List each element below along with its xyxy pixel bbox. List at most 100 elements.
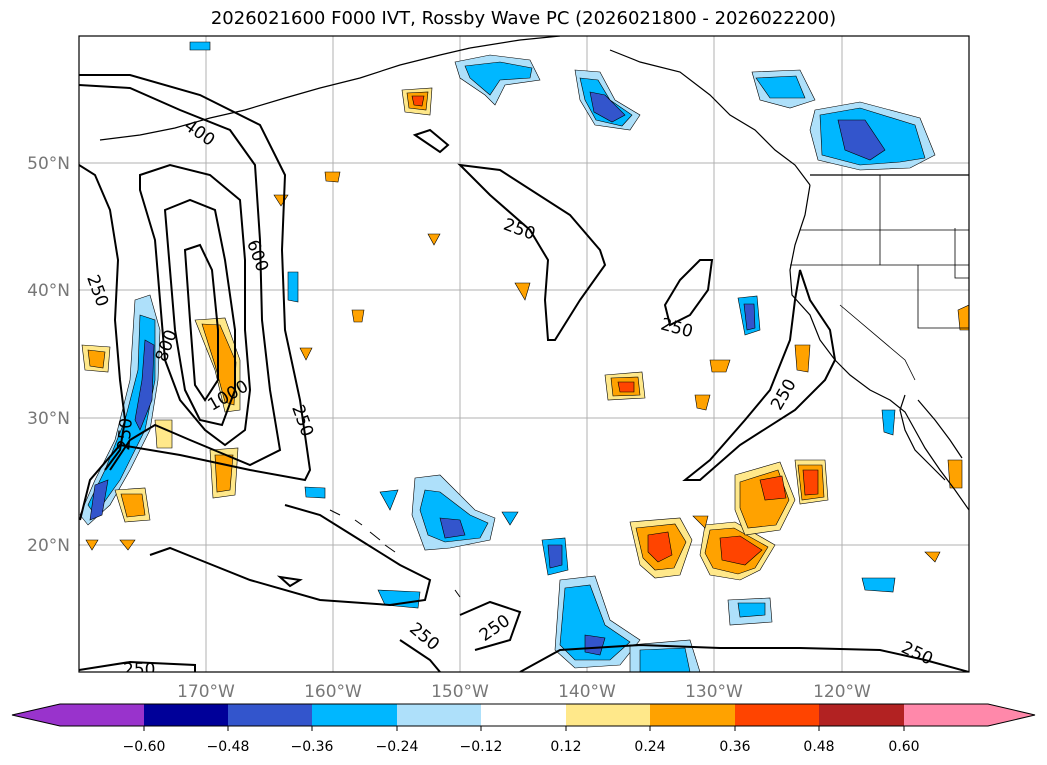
alaska-coast — [469, 36, 811, 186]
colorbar-tick-label: −0.12 — [460, 739, 503, 755]
colorbar-ticks — [143, 726, 905, 731]
neg-patch-e8 — [287, 271, 299, 303]
contour-250-sw — [149, 504, 432, 607]
colorbar-extend-max — [988, 704, 1035, 726]
latitude-labels: 50°N 40°N 30°N 20°N — [27, 154, 70, 556]
pos-patch-mid-1c — [617, 381, 635, 393]
neg-patch-e11 — [881, 409, 896, 436]
colorbar-tick-label: 0.12 — [550, 739, 581, 755]
baja-peninsula — [899, 394, 946, 481]
pos-patch-small-13 — [85, 539, 99, 551]
map-title: 2026021600 F000 IVT, Rossby Wave PC (202… — [210, 8, 837, 29]
colorbar-segment-6 — [566, 704, 650, 726]
neg-patch-bc-deep — [837, 119, 886, 161]
pos-patch-small-4 — [427, 233, 441, 246]
colorbar-tick-label: −0.24 — [376, 739, 419, 755]
pos-patch-west-cb — [214, 454, 234, 493]
contour-800 — [163, 198, 236, 427]
pos-patch-small-10 — [957, 304, 969, 331]
north-america-coast — [789, 184, 969, 511]
colorbar-segment-5 — [481, 704, 566, 726]
colorbar-segment-1 — [144, 704, 228, 726]
lon-label-120w: 120°W — [813, 682, 871, 702]
neg-patch-e2deep — [547, 544, 563, 569]
lon-label-140w: 140°W — [558, 682, 616, 702]
pos-patch-west-ab — [120, 493, 146, 518]
neg-patch-west-deep2 — [89, 479, 109, 521]
colorbar-segment-3 — [312, 704, 397, 726]
pos-patch-west-e — [154, 419, 173, 449]
pos-patch-se-1c — [647, 531, 673, 563]
pos-patch-small-7 — [794, 344, 811, 373]
colorbar-tick-label: 0.36 — [719, 739, 750, 755]
contours — [79, 74, 969, 672]
neg-patch-e7 — [377, 589, 421, 609]
neg-patch-hawaii-deep — [439, 517, 466, 539]
colorbar-segment-4 — [397, 704, 481, 726]
lat-label-30n: 30°N — [27, 409, 70, 429]
contour-400 — [79, 84, 282, 471]
neg-patch-e13 — [501, 511, 519, 526]
colorbar-tick-label: 0.48 — [803, 739, 834, 755]
contour-250-west-mid — [79, 164, 127, 471]
neg-patch-alaska-1core — [464, 61, 533, 96]
colorbar-tick-label: 0.60 — [888, 739, 919, 755]
aleutian-chain — [99, 47, 471, 141]
lon-label-160w: 160°W — [304, 682, 362, 702]
pos-patch-small-9 — [947, 459, 963, 489]
colorbar: −0.60 −0.48 −0.36 −0.24 −0.12 0.12 0.24 … — [11, 703, 1036, 755]
pos-patch-small-1 — [324, 171, 341, 183]
neg-patch-e3core — [559, 584, 631, 661]
pos-patch-se-3c — [759, 475, 787, 501]
lon-label-150w: 150°W — [431, 682, 489, 702]
small-island-1 — [454, 589, 461, 598]
pos-patch-gulf-c — [411, 95, 425, 107]
lat-label-50n: 50°N — [27, 154, 70, 174]
hawaii-islands — [329, 509, 396, 553]
neg-patch-alaska-2deep — [589, 91, 626, 123]
colorbar-tick-label: −0.36 — [291, 739, 334, 755]
neg-patch-e12 — [189, 41, 211, 51]
colorbar-tick-label: −0.60 — [123, 739, 166, 755]
pos-patch-small-6 — [709, 359, 731, 373]
gulf-of-california — [917, 399, 963, 459]
contour-250-bottom-mid — [399, 600, 522, 672]
coastlines — [99, 36, 969, 511]
neg-patch-e10 — [379, 489, 399, 511]
pos-patch-small-3 — [514, 282, 531, 301]
contour-250-east-long — [682, 269, 837, 481]
neg-patch-e6 — [861, 577, 896, 593]
lat-label-20n: 20°N — [27, 536, 70, 556]
islands — [329, 509, 461, 598]
colorbar-segment-9 — [819, 704, 904, 726]
pos-patch-small-8 — [692, 515, 709, 529]
colorbar-tick-label: 0.24 — [634, 739, 665, 755]
colorbar-segment-8 — [735, 704, 819, 726]
colorbar-segment-extend-low — [60, 704, 144, 726]
contour-label-250-c: 250 — [114, 417, 137, 451]
longitude-labels: 170°W 160°W 150°W 140°W 130°W 120°W — [177, 682, 871, 702]
colorbar-segment-7 — [650, 704, 735, 726]
neg-patch-e3deep — [584, 634, 606, 656]
pos-patch-small-15 — [299, 347, 313, 361]
map-frame — [78, 35, 970, 673]
state-borders — [790, 175, 969, 381]
neg-patch-e1deep — [743, 303, 756, 331]
contour-250-bottom — [79, 660, 196, 672]
pos-patch-small-5 — [694, 394, 711, 411]
neg-patch-e9 — [304, 486, 326, 499]
pos-patch-west-db — [87, 349, 106, 369]
neg-patch-hawaii-core — [419, 489, 489, 543]
neg-patch-e5core — [737, 602, 766, 618]
lon-label-170w: 170°W — [177, 682, 235, 702]
colorbar-segment-2 — [228, 704, 312, 726]
pos-patch-small-12 — [119, 539, 136, 551]
contour-250-west-outer — [79, 74, 312, 521]
pos-patch-small-11 — [924, 551, 941, 563]
pos-patch-se-4c — [802, 469, 819, 496]
colorbar-extend-min — [12, 704, 60, 726]
lon-label-130w: 130°W — [685, 682, 743, 702]
colorbar-segment-extend-high — [904, 704, 988, 726]
pos-patch-small-2 — [351, 309, 365, 323]
